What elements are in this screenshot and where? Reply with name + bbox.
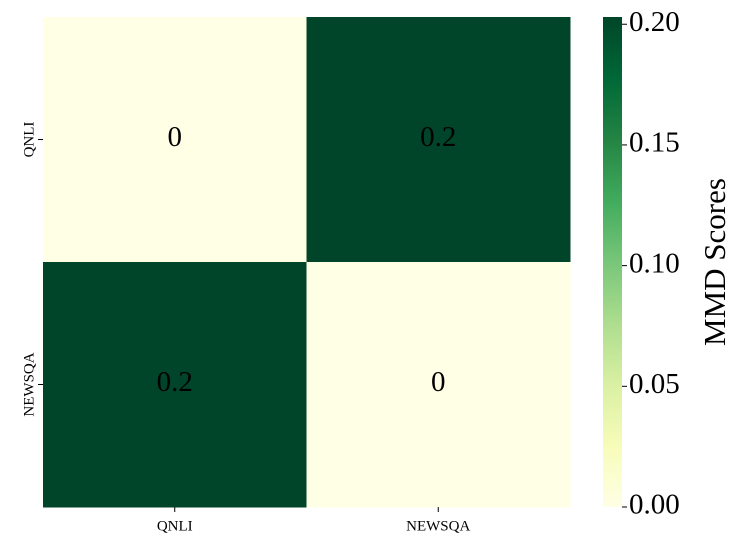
heatmap-cell [306, 17, 571, 263]
y-tick-label: QNLI [21, 122, 37, 158]
x-tick-label: NEWSQA [406, 518, 470, 534]
x-tick-label: QNLI [157, 518, 193, 534]
colorbar-label: MMD Scores [697, 178, 732, 346]
heatmap-cell [306, 262, 571, 508]
cell-label: 0 [431, 366, 446, 398]
colorbar-tick-label: 0.15 [629, 127, 680, 159]
heatmap-cell [43, 17, 307, 263]
colorbar-tick-label: 0.10 [629, 247, 680, 279]
colorbar-tick-label: 0.05 [629, 368, 680, 400]
cell-label: 0.2 [420, 121, 456, 153]
cell-label: 0.2 [157, 366, 193, 398]
cell-label: 0 [168, 121, 183, 153]
y-tick-label: NEWSQA [21, 352, 37, 416]
colorbar-tick-label: 0.00 [629, 489, 680, 521]
colorbar [603, 17, 622, 507]
colorbar-tick-label: 0.20 [629, 6, 680, 38]
heatmap-cell [43, 262, 307, 508]
